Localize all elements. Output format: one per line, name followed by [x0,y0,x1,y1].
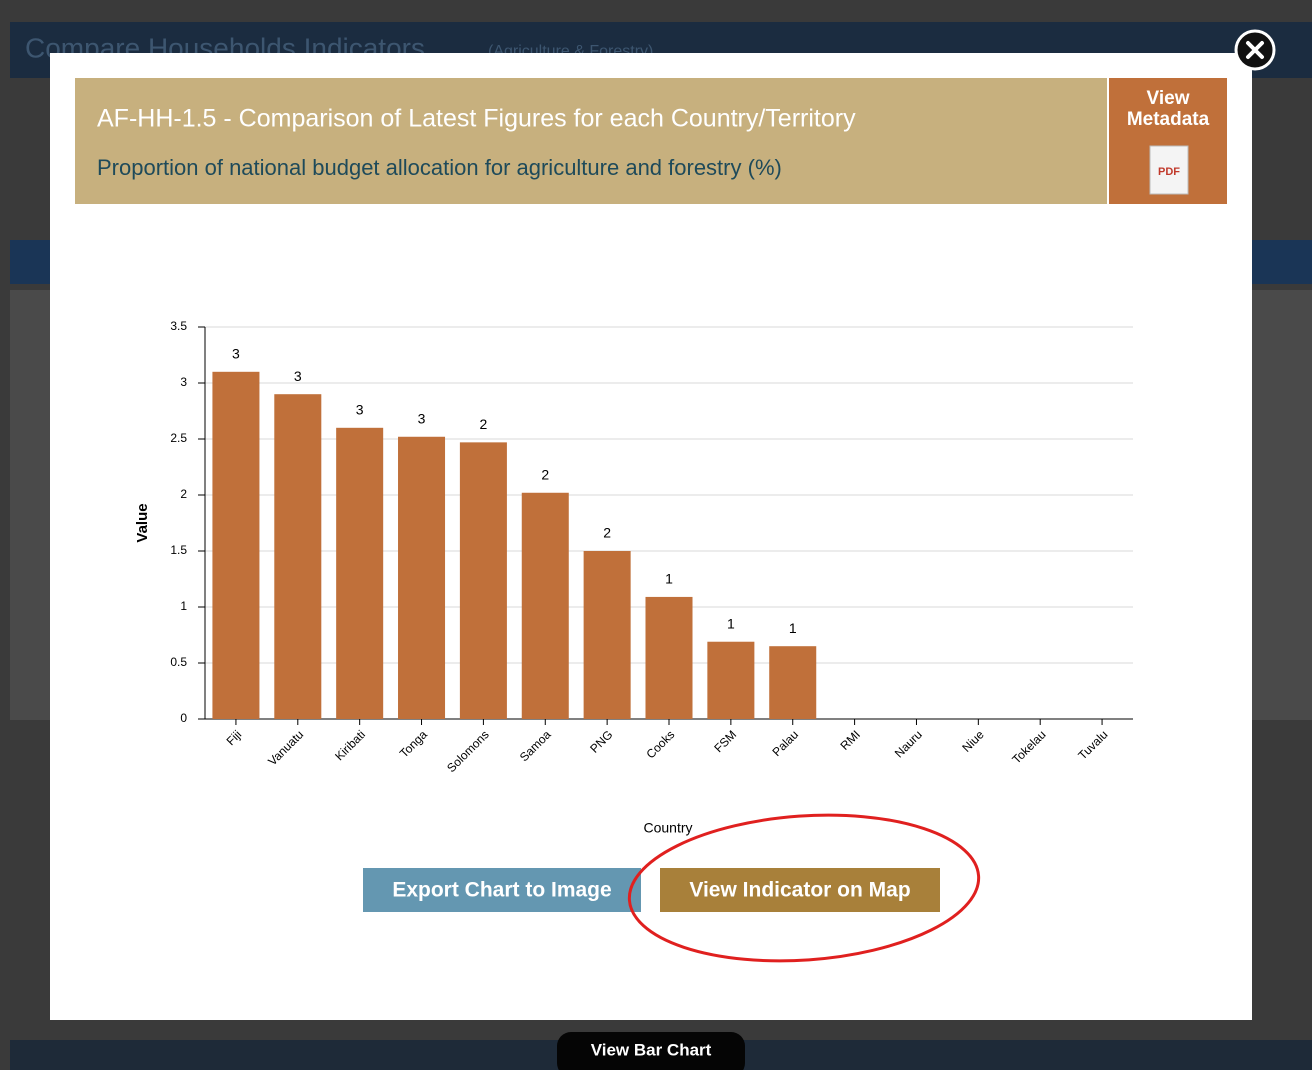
value-label: 3 [418,410,426,426]
y-tick-label: 0 [180,711,187,725]
bar [645,597,692,719]
metadata-label-box: View Metadata [1109,88,1227,138]
y-tick-label: 3.5 [170,319,187,333]
bar [707,642,754,719]
bar [336,428,383,719]
value-label: 2 [480,416,488,432]
modal-heading: AF-HH-1.5 - Comparison of Latest Figures… [97,105,856,133]
bar [274,394,321,719]
screen: Compare Households Indicators (Agricultu… [0,0,1312,1070]
y-axis-label: Value [134,503,151,542]
x-axis-label: Country [643,820,692,836]
page: Compare Households Indicators (Agricultu… [0,0,1312,1070]
y-tick-label: 1.5 [170,543,187,557]
y-tick-label: 3 [180,375,187,389]
bar [460,442,507,719]
map-button-label[interactable]: View Indicator on Map [689,879,910,902]
bar [584,551,631,719]
modal-header [75,78,1107,204]
y-tick-label: 1 [180,599,187,613]
y-tick-label: 2.5 [170,431,187,445]
value-label: 1 [727,615,735,631]
bar [398,437,445,719]
value-label: 2 [541,466,549,482]
pdf-icon-label: PDF [1158,166,1180,178]
bar [522,493,569,719]
bar [769,646,816,719]
value-label: 1 [665,571,673,587]
metadata-label[interactable]: View Metadata [1109,88,1227,130]
value-label: 1 [789,620,797,636]
modal-subheading: Proportion of national budget allocation… [97,155,782,180]
export-button-label[interactable]: Export Chart to Image [392,879,611,902]
value-label: 2 [603,525,611,541]
y-tick-label: 2 [180,487,187,501]
bar [212,372,259,719]
value-label: 3 [232,346,240,362]
y-tick-label: 0.5 [170,655,187,669]
value-label: 3 [294,368,302,384]
bar-chart-tab-label[interactable]: View Bar Chart [591,1040,712,1059]
value-label: 3 [356,402,364,418]
